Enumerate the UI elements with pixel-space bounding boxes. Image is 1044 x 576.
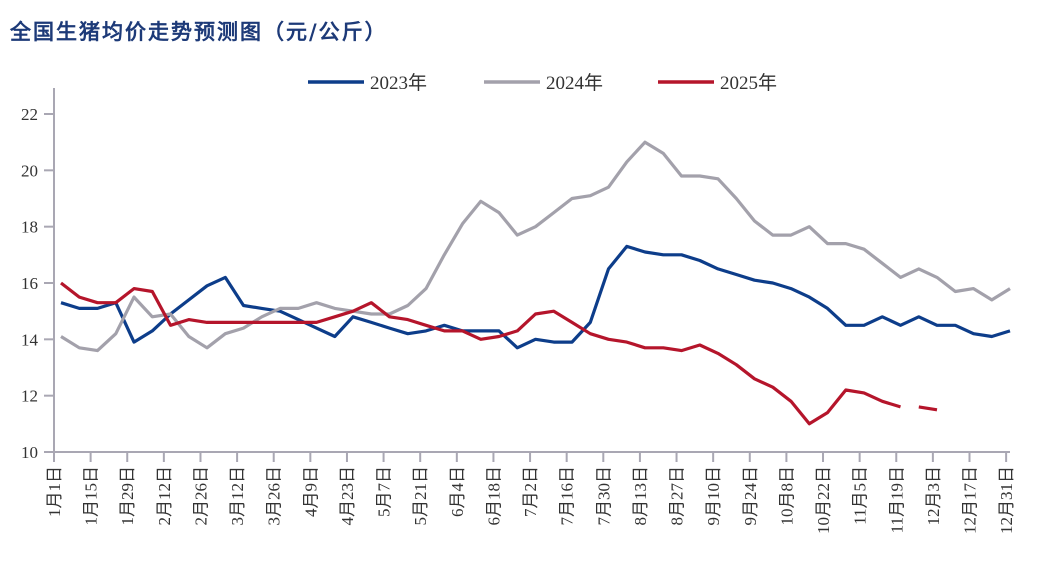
x-tick-label: 10月22日 [814, 466, 833, 534]
y-tick-label: 16 [21, 274, 38, 293]
legend-label: 2023年 [370, 72, 427, 94]
x-tick-label: 7月30日 [594, 466, 613, 526]
x-tick-label: 7月16日 [558, 466, 577, 526]
x-tick-label: 10月8日 [777, 466, 796, 526]
x-tick-label: 2月12日 [155, 466, 174, 526]
x-tick-label: 6月18日 [484, 466, 503, 526]
series-line-2025年 [60, 281, 901, 426]
x-tick-label: 12月17日 [961, 466, 980, 534]
y-tick-label: 22 [21, 105, 38, 124]
x-tick-label: 4月9日 [301, 466, 320, 517]
forecast-line-2025年 [918, 405, 938, 412]
x-tick-label: 9月10日 [704, 466, 723, 526]
legend-label: 2025年 [720, 72, 777, 94]
x-tick-label: 9月24日 [741, 466, 760, 526]
x-tick-label: 12月31日 [997, 466, 1016, 534]
x-tick-label: 8月13日 [631, 466, 650, 526]
x-tick-label: 12月3日 [924, 466, 943, 526]
series-line-2024年 [60, 140, 1011, 353]
x-tick-label: 1月29日 [118, 466, 137, 526]
x-tick-label: 1月15日 [82, 466, 101, 526]
x-tick-label: 7月2日 [521, 466, 540, 517]
y-tick-label: 12 [21, 387, 38, 406]
y-tick-label: 14 [21, 330, 39, 349]
legend-label: 2024年 [546, 72, 603, 94]
x-tick-label: 5月21日 [411, 466, 430, 526]
chart-title: 全国生猪均价走势预测图（元/公斤） [10, 19, 388, 44]
y-tick-label: 18 [21, 218, 38, 237]
x-tick-label: 5月7日 [375, 466, 394, 517]
series-lines [60, 140, 1011, 426]
x-tick-label: 11月5日 [851, 466, 870, 525]
y-tick-label: 10 [21, 443, 38, 462]
x-tick-label: 2月26日 [191, 466, 210, 526]
x-tick-label: 6月4日 [448, 466, 467, 517]
x-tick-label: 4月23日 [338, 466, 357, 526]
x-tick-label: 3月26日 [265, 466, 284, 526]
x-tick-label: 8月27日 [668, 466, 687, 526]
x-tick-label: 3月12日 [228, 466, 247, 526]
legend: 2023年 2024年 2025年 [308, 72, 777, 94]
x-tick-label: 1月1日 [45, 466, 64, 517]
series-line-2023年 [60, 244, 1011, 350]
axes: 10 12 14 16 18 20 22 1月1日 1月15日 1月29日 2月12日 2月26日 3月… [21, 88, 1016, 534]
y-tick-label: 20 [21, 161, 38, 180]
x-tick-label: 11月19日 [887, 466, 906, 533]
